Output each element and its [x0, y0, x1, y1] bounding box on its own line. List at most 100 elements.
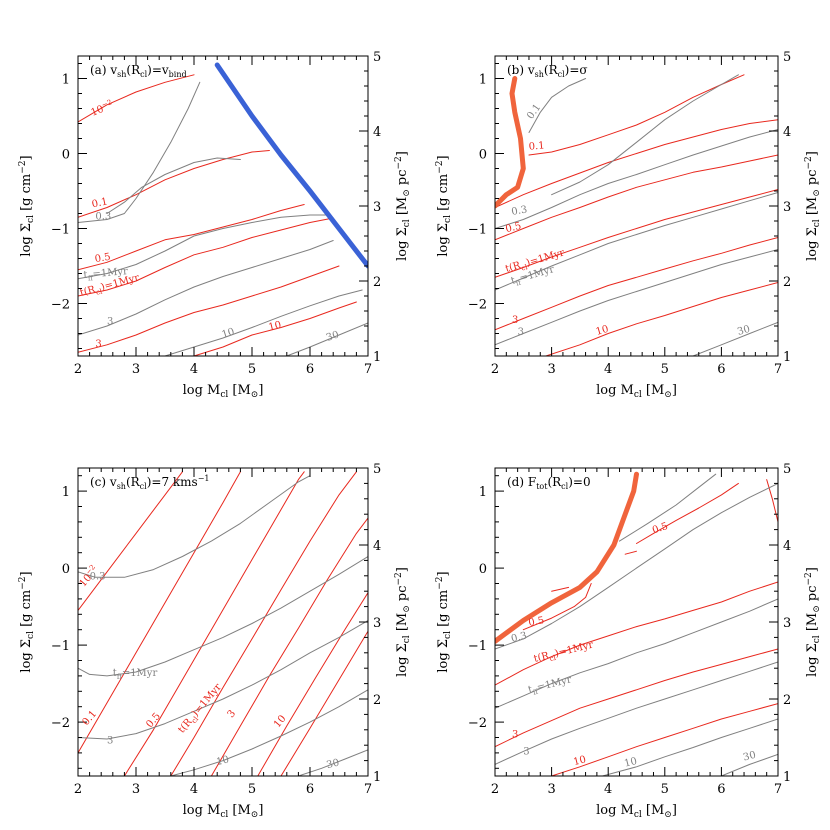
contour-label-c-8: 10: [215, 754, 230, 768]
y2-axis-label: log Σcl [M⊙ pc−2]: [394, 151, 412, 261]
contour-label-a-6: 3: [107, 317, 113, 328]
y-tick-label: −1: [51, 223, 70, 238]
x-tick-label: 3: [132, 782, 140, 797]
contour-label-b-6: 3: [512, 315, 518, 326]
y2-axis-label: log Σcl [M⊙ pc−2]: [394, 567, 412, 677]
y2-tick-label: 5: [373, 50, 381, 65]
y2-tick-label: 1: [783, 770, 791, 785]
contour-label-b-3: 0.5: [504, 221, 522, 236]
contour-label-d-7: 10: [572, 754, 587, 768]
curves-a: [78, 62, 368, 356]
series-line-b-2: [495, 119, 778, 208]
plot-frame-c: [77, 467, 369, 777]
y2-tick-label: 4: [783, 125, 791, 140]
contour-label-d-6: 3: [523, 746, 529, 757]
series-line-d-6: [495, 648, 778, 748]
contour-label-c-4: 3: [107, 736, 113, 747]
series-line-a-12: [214, 62, 368, 269]
series-line-a-3: [78, 217, 334, 297]
contour-label-d-9: 30: [742, 750, 757, 764]
contour-label-b-9: 30: [736, 324, 751, 338]
y-axis-label: log Σcl [g cm−2]: [435, 571, 453, 672]
y-tick-label: −2: [51, 716, 70, 731]
y-tick-label: −1: [468, 223, 487, 238]
y-tick-label: −2: [51, 298, 70, 313]
y-tick-label: −1: [468, 639, 487, 654]
series-line-a-9: [78, 240, 334, 336]
contour-label-d-2: 0.5: [528, 615, 546, 629]
series-line-c-0: [78, 471, 183, 611]
x-tick-label: 5: [248, 362, 256, 377]
y2-tick-label: 1: [783, 350, 791, 365]
series-line-b-8: [495, 129, 778, 229]
y2-tick-label: 2: [783, 693, 791, 708]
series-line-b-12: [495, 76, 526, 209]
y2-tick-label: 1: [373, 770, 381, 785]
series-line-c-10: [170, 689, 368, 776]
series-line-d-12: [602, 718, 778, 776]
contour-label-d-3: t(Rcl)=1Myr: [533, 639, 595, 666]
contour-label-a-4: tff=1Myr: [83, 266, 129, 283]
series-line-d-0: [636, 482, 739, 544]
series-line-a-2: [78, 204, 305, 271]
panel-title: (b) vsh(Rcl)=σ: [507, 63, 588, 79]
series-line-c-2: [123, 471, 305, 776]
series-line-c-8: [78, 556, 368, 677]
series-line-d-3: [522, 583, 592, 631]
contour-label-a-9: 10: [267, 320, 282, 334]
curves-c: [78, 471, 368, 776]
series-line-d-4: [551, 586, 570, 592]
y-tick-label: −2: [468, 716, 487, 731]
contour-label-c-7: 3: [226, 708, 239, 720]
y2-tick-label: 5: [373, 462, 381, 477]
contour-label-a-0: 10−2: [89, 98, 115, 119]
series-line-c-5: [280, 630, 368, 776]
x-tick-label: 5: [661, 782, 669, 797]
series-line-b-5: [545, 282, 778, 356]
y2-tick-label: 4: [373, 539, 381, 554]
y-tick-label: −2: [468, 298, 487, 313]
contour-label-a-1: 0.1: [91, 196, 109, 210]
x-tick-label: 7: [364, 782, 372, 797]
x-tick-label: 4: [604, 362, 612, 377]
x-tick-label: 3: [132, 362, 140, 377]
series-line-b-11: [692, 321, 778, 356]
y-axis-label: log Σcl [g cm−2]: [435, 155, 453, 256]
series-line-a-0: [78, 74, 195, 123]
series-line-d-8: [619, 473, 717, 542]
y2-tick-label: 5: [783, 50, 791, 65]
panel-title: (c) vsh(Rcl)=7 kms−1: [90, 474, 210, 491]
series-line-d-13: [720, 753, 778, 776]
x-tick-label: 2: [491, 782, 499, 797]
series-line-a-1: [78, 150, 270, 218]
contour-label-a-7: 3: [95, 339, 101, 350]
contour-label-b-1: 0.1: [528, 140, 545, 152]
y2-tick-label: 3: [783, 200, 791, 215]
series-line-b-3: [495, 189, 778, 278]
series-line-b-6: [528, 78, 587, 133]
y2-tick-label: 3: [783, 616, 791, 631]
x-tick-label: 3: [547, 362, 555, 377]
y-axis-label: log Σcl [g cm−2]: [18, 155, 36, 256]
series-line-c-1: [78, 471, 241, 754]
y-tick-label: 1: [479, 73, 487, 88]
series-line-a-5: [193, 301, 357, 356]
series-line-c-7: [78, 475, 311, 578]
panel-title: (d) Ftot(Rcl)=0: [507, 475, 591, 491]
contour-label-c-2: tff=1Myr: [113, 668, 158, 681]
series-line-d-1: [624, 550, 637, 555]
series-line-d-5: [495, 581, 778, 686]
x-tick-label: 4: [190, 362, 198, 377]
x-tick-label: 2: [74, 362, 82, 377]
series-line-b-10: [495, 249, 778, 346]
contour-label-d-8: 10: [623, 756, 638, 770]
x-tick-label: 5: [661, 362, 669, 377]
contour-label-b-7: 3: [518, 327, 524, 338]
panel-title: (a) vsh(Rcl)=vbind: [90, 63, 187, 79]
contour-label-b-8: 10: [595, 324, 610, 338]
series-line-c-6: [257, 592, 368, 776]
contour-label-d-5: 3: [512, 730, 518, 741]
x-tick-label: 6: [717, 362, 725, 377]
series-line-d-14: [495, 471, 639, 644]
